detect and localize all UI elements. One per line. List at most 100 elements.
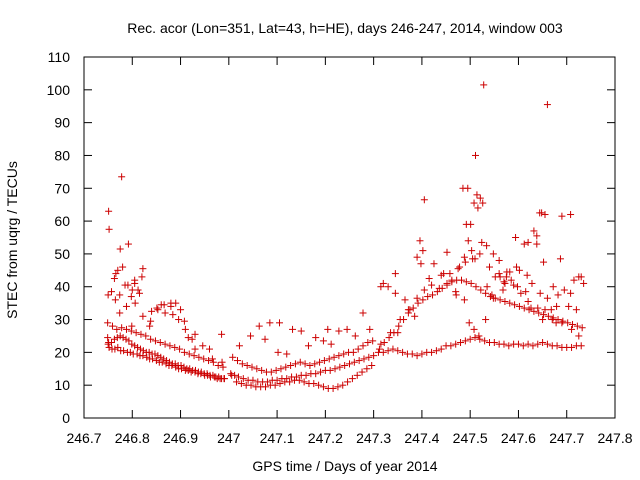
data-point xyxy=(326,366,334,374)
data-point xyxy=(125,337,133,345)
data-point xyxy=(478,238,486,246)
data-point xyxy=(500,278,508,286)
data-point xyxy=(274,348,282,356)
data-point xyxy=(180,317,188,325)
data-point xyxy=(277,365,285,373)
data-point xyxy=(570,276,578,284)
data-point xyxy=(375,345,383,353)
data-point xyxy=(341,361,349,369)
data-point xyxy=(336,363,344,371)
data-point xyxy=(316,358,324,366)
data-point xyxy=(195,353,203,361)
data-point xyxy=(476,194,484,202)
data-point xyxy=(556,255,564,263)
data-point xyxy=(350,358,358,366)
data-point xyxy=(229,353,237,361)
data-point xyxy=(262,383,270,391)
data-point xyxy=(447,342,455,350)
data-point xyxy=(104,291,112,299)
data-point xyxy=(105,207,113,215)
data-point xyxy=(131,342,139,350)
data-point xyxy=(324,325,332,333)
data-point xyxy=(554,291,562,299)
data-point xyxy=(161,309,169,317)
data-point xyxy=(301,360,309,368)
data-point xyxy=(543,340,551,348)
x-tick-label: 247.3 xyxy=(356,430,391,446)
data-point xyxy=(539,339,547,347)
data-point xyxy=(525,306,533,314)
data-point xyxy=(470,199,478,207)
data-point xyxy=(359,309,367,317)
data-point xyxy=(515,266,523,274)
data-point xyxy=(199,342,207,350)
data-point xyxy=(510,281,518,289)
data-point xyxy=(483,242,491,250)
data-point xyxy=(501,279,509,287)
data-point xyxy=(282,363,290,371)
data-point xyxy=(534,340,542,348)
data-point xyxy=(486,293,494,301)
data-point xyxy=(364,339,372,347)
data-point xyxy=(139,312,147,320)
data-point xyxy=(495,270,503,278)
data-point xyxy=(448,276,456,284)
data-point xyxy=(411,312,419,320)
data-point xyxy=(310,380,318,388)
data-point xyxy=(428,348,436,356)
data-point xyxy=(520,304,528,312)
data-point xyxy=(235,342,243,350)
data-point xyxy=(366,325,374,333)
data-point xyxy=(538,209,546,217)
data-point xyxy=(180,348,188,356)
data-point xyxy=(379,348,387,356)
data-point xyxy=(228,371,236,379)
data-point xyxy=(433,288,441,296)
data-point xyxy=(476,250,484,258)
y-tick-label: 70 xyxy=(54,180,70,196)
data-point xyxy=(513,283,521,291)
data-point xyxy=(234,373,242,381)
data-point xyxy=(203,370,211,378)
data-point xyxy=(104,334,112,342)
data-point xyxy=(219,363,227,371)
data-point xyxy=(385,334,393,342)
data-point xyxy=(119,263,127,271)
y-tick-label: 0 xyxy=(62,410,70,426)
data-point xyxy=(547,306,555,314)
data-point xyxy=(136,345,144,353)
x-tick-label: 247.7 xyxy=(549,430,584,446)
data-point xyxy=(118,324,126,332)
data-point xyxy=(349,348,357,356)
data-point xyxy=(457,339,465,347)
y-axis: 0 10 20 30 40 50 60 70 80 90 100 110 xyxy=(47,49,615,426)
data-point xyxy=(300,378,308,386)
data-point xyxy=(304,342,312,350)
data-point xyxy=(237,380,245,388)
data-point xyxy=(351,332,359,340)
data-point xyxy=(319,383,327,391)
data-point xyxy=(113,325,121,333)
data-point xyxy=(528,279,536,287)
data-point xyxy=(527,304,535,312)
data-point xyxy=(152,357,160,365)
data-point xyxy=(124,240,132,248)
data-point xyxy=(276,319,284,327)
x-tick-label: 246.9 xyxy=(163,430,198,446)
data-point xyxy=(114,343,122,351)
data-point xyxy=(416,237,424,245)
data-point xyxy=(540,258,548,266)
data-point xyxy=(128,322,136,330)
data-point xyxy=(161,340,169,348)
data-point xyxy=(419,296,427,304)
data-point xyxy=(136,289,144,297)
data-point xyxy=(186,365,194,373)
data-point xyxy=(462,278,470,286)
data-point xyxy=(520,240,528,248)
data-point xyxy=(457,276,465,284)
data-point xyxy=(335,327,343,335)
data-point xyxy=(112,270,120,278)
data-point xyxy=(272,366,280,374)
data-point xyxy=(261,335,269,343)
data-point xyxy=(111,345,119,353)
